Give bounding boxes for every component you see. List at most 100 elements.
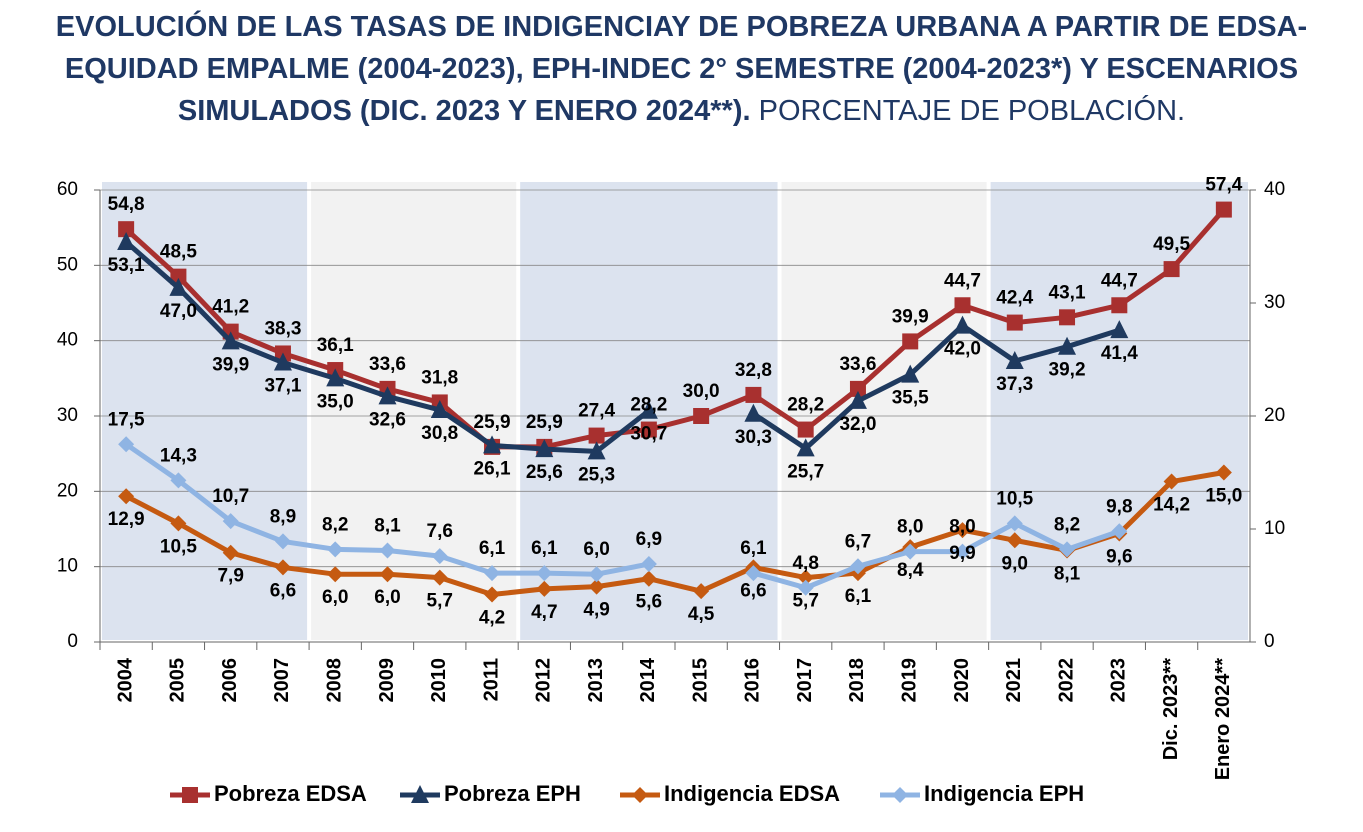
data-label: 30,7 xyxy=(630,424,667,445)
data-label: 10,7 xyxy=(212,486,249,507)
x-tick-label: 2018 xyxy=(846,658,868,703)
data-label: 8,1 xyxy=(1054,563,1081,584)
y2-tick-label: 10 xyxy=(1264,518,1285,539)
y-tick-label: 20 xyxy=(57,480,78,501)
data-point xyxy=(118,221,135,238)
data-label: 6,0 xyxy=(322,587,348,608)
data-label: 4,5 xyxy=(688,604,715,625)
data-label: 32,0 xyxy=(839,414,876,435)
data-label: 4,7 xyxy=(531,602,557,623)
data-label: 42,0 xyxy=(944,339,981,360)
title-block: EVOLUCIÓN DE LAS TASAS DE INDIGENCIAY DE… xyxy=(0,6,1363,132)
x-tick-label: 2007 xyxy=(271,658,293,703)
y-tick-label: 60 xyxy=(57,179,78,200)
data-label: 7,6 xyxy=(427,521,453,542)
data-label: 39,9 xyxy=(212,354,249,375)
data-label: 9,6 xyxy=(1106,547,1132,568)
data-point xyxy=(640,421,657,438)
data-point xyxy=(588,566,605,583)
x-tick-label: 2010 xyxy=(428,658,450,703)
data-point xyxy=(797,569,814,586)
data-point xyxy=(327,541,344,558)
data-label: 47,0 xyxy=(160,301,197,322)
data-point xyxy=(797,579,814,596)
data-point xyxy=(848,390,867,409)
data-label: 25,9 xyxy=(474,412,511,433)
data-label: 37,1 xyxy=(264,376,301,397)
y2-tick-label: 40 xyxy=(1264,179,1285,200)
data-point xyxy=(273,352,292,371)
data-point xyxy=(170,268,187,285)
data-point xyxy=(1059,309,1076,326)
data-label: 5,6 xyxy=(636,592,662,613)
data-label: 28,2 xyxy=(630,395,667,416)
data-point xyxy=(744,403,763,422)
data-label: 17,5 xyxy=(108,409,145,430)
data-label: 31,8 xyxy=(421,367,458,388)
data-label: 36,1 xyxy=(317,335,354,356)
y-tick-label: 10 xyxy=(57,556,78,577)
data-point xyxy=(745,565,762,582)
data-point xyxy=(118,436,135,453)
data-label: 8,2 xyxy=(1054,514,1080,535)
data-label: 10,5 xyxy=(996,488,1033,509)
data-label: 44,7 xyxy=(944,270,981,291)
data-point xyxy=(1163,473,1180,490)
data-point xyxy=(587,441,606,460)
data-point xyxy=(693,583,710,600)
data-label: 12,9 xyxy=(108,509,145,530)
data-label: 54,8 xyxy=(108,194,145,215)
legend-label: Pobreza EPH xyxy=(444,781,581,806)
data-point xyxy=(484,586,501,603)
data-label: 6,9 xyxy=(636,529,662,550)
data-label: 6,6 xyxy=(270,580,296,601)
data-label: 5,7 xyxy=(427,591,453,612)
data-point xyxy=(1163,261,1180,278)
data-label: 33,6 xyxy=(369,354,406,375)
legend-marker xyxy=(411,785,429,803)
x-tick-label: 2021 xyxy=(1003,658,1025,703)
data-label: 39,2 xyxy=(1049,360,1086,381)
data-label: 25,9 xyxy=(526,412,563,433)
data-point xyxy=(379,566,396,583)
legend-marker xyxy=(182,787,198,803)
data-point xyxy=(170,515,187,532)
x-tick-label: 2023 xyxy=(1108,658,1130,703)
data-label: 14,2 xyxy=(1153,495,1190,516)
data-label: 6,1 xyxy=(845,586,872,607)
data-label: 9,8 xyxy=(1106,496,1132,517)
data-point xyxy=(431,569,448,586)
data-label: 25,7 xyxy=(787,461,824,482)
x-tick-label: 2016 xyxy=(742,658,764,703)
x-tick-label: 2011 xyxy=(480,658,502,701)
legend-label: Indigencia EDSA xyxy=(664,781,840,806)
x-tick-label: 2009 xyxy=(376,658,398,703)
data-label: 39,9 xyxy=(892,306,929,327)
data-point xyxy=(274,559,291,576)
data-label: 14,3 xyxy=(160,445,197,466)
data-label: 42,4 xyxy=(996,288,1033,309)
data-label: 15,0 xyxy=(1205,486,1242,507)
legend-label: Pobreza EDSA xyxy=(214,781,367,806)
data-point xyxy=(953,315,972,334)
data-point xyxy=(640,556,657,573)
x-tick-label: 2017 xyxy=(794,658,816,703)
data-point xyxy=(1006,532,1023,549)
legend-label: Indigencia EPH xyxy=(924,781,1084,806)
data-point xyxy=(483,435,502,454)
x-tick-label: 2015 xyxy=(689,658,711,703)
data-label: 8,4 xyxy=(897,560,924,581)
data-label: 53,1 xyxy=(108,255,145,276)
data-label: 32,6 xyxy=(369,409,406,430)
data-point xyxy=(1215,201,1232,218)
data-point xyxy=(1110,320,1129,339)
data-label: 30,0 xyxy=(683,381,720,402)
data-label: 37,3 xyxy=(996,374,1033,395)
data-label: 8,1 xyxy=(374,515,401,536)
y2-tick-label: 0 xyxy=(1264,631,1275,652)
data-point xyxy=(1058,336,1077,355)
data-point xyxy=(222,544,239,561)
data-label: 44,7 xyxy=(1101,270,1138,291)
data-label: 6,1 xyxy=(531,538,558,559)
